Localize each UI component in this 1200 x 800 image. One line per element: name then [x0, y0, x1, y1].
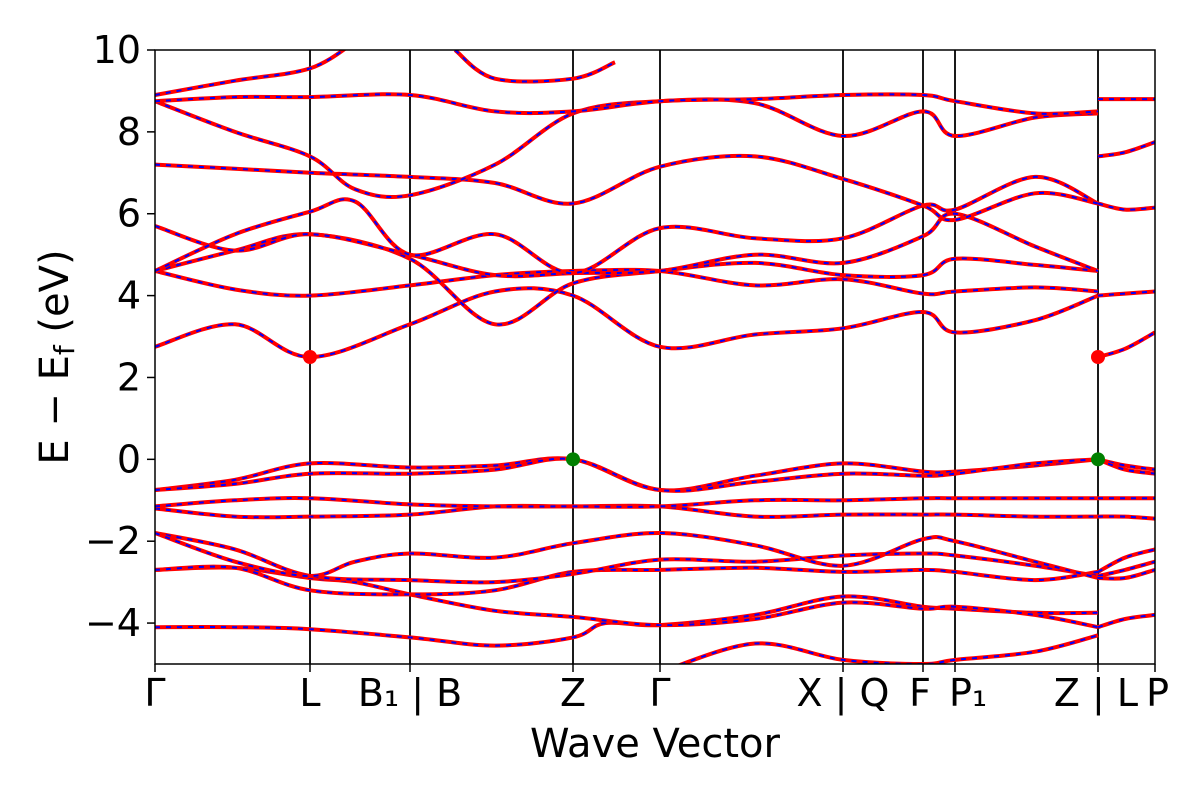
band-line-dashed: [155, 457, 1099, 492]
band-line: [1097, 514, 1155, 521]
band-line: [1097, 559, 1155, 578]
band-line: [1097, 547, 1155, 574]
y-tick-label: −4: [85, 601, 141, 645]
band-line-dashed: [155, 565, 1099, 596]
y-tick-label: 6: [117, 192, 141, 236]
band-line: [1097, 567, 1155, 581]
band-line: [1097, 140, 1155, 159]
band-line-dashed: [155, 93, 1099, 115]
extrema-markers: [303, 350, 1105, 467]
y-label-unit: (eV): [32, 249, 78, 345]
y-axis-label: E − Ef (eV): [32, 249, 81, 464]
band-line: [1097, 289, 1155, 298]
band-line: [453, 50, 616, 84]
x-tick-label: B₁ | B: [358, 671, 462, 716]
band-line-dashed: [155, 457, 1099, 492]
band-line-dashed: [155, 154, 1099, 222]
cbm-marker: [1091, 350, 1105, 364]
x-tick-label: F: [909, 671, 931, 715]
band-line: [155, 496, 1098, 509]
high-symmetry-lines: [309, 50, 1099, 664]
band-line-dashed: [155, 212, 1099, 278]
band-line: [155, 286, 1099, 359]
band-line: [1097, 201, 1155, 212]
x-tick-label: X | Q: [797, 671, 890, 716]
y-tick-label: 4: [117, 274, 141, 318]
y-tick-label: 10: [93, 28, 141, 72]
band-line-dashed: [155, 566, 1099, 629]
x-tick-label: Z: [560, 671, 586, 715]
band-line-dashed: [155, 497, 1098, 508]
band-line-dashed: [155, 531, 1099, 579]
x-tick-label: L: [299, 671, 320, 715]
y-label-main: E − E: [32, 355, 78, 465]
band-line: [676, 633, 1099, 664]
y-tick-label: 8: [117, 110, 141, 154]
x-tick-label: P: [1146, 671, 1169, 715]
band-line: [155, 174, 1099, 276]
band-line-dashed: [155, 287, 1099, 359]
y-label-sub: f: [48, 344, 81, 355]
vbm-marker: [1091, 452, 1105, 467]
x-axis-label: Wave Vector: [530, 721, 781, 767]
y-axis: −4 −2 0 2 4 6 8 10: [85, 28, 155, 645]
x-tick-label: Γ: [144, 671, 165, 715]
band-line-dashed: [155, 50, 346, 96]
vbm-marker: [566, 452, 580, 467]
x-tick-label: Γ: [649, 671, 670, 715]
band-line-dashed: [155, 532, 1099, 584]
cbm-marker: [303, 350, 317, 364]
plot-frame: [154, 49, 1156, 665]
x-tick-label: Z | L: [1054, 671, 1138, 716]
y-tick-label: 0: [117, 437, 141, 481]
y-tick-label: 2: [117, 355, 141, 399]
band-line-dashed: [454, 50, 616, 83]
band-lines: [155, 50, 1155, 664]
band-line-dashed: [155, 98, 1099, 198]
band-line: [1097, 612, 1155, 630]
x-tick-label: P₁: [949, 671, 987, 715]
band-line-dashed: [155, 233, 1099, 326]
band-line: [1097, 330, 1155, 359]
y-tick-label: −2: [85, 519, 141, 563]
band-line: [155, 232, 1099, 327]
